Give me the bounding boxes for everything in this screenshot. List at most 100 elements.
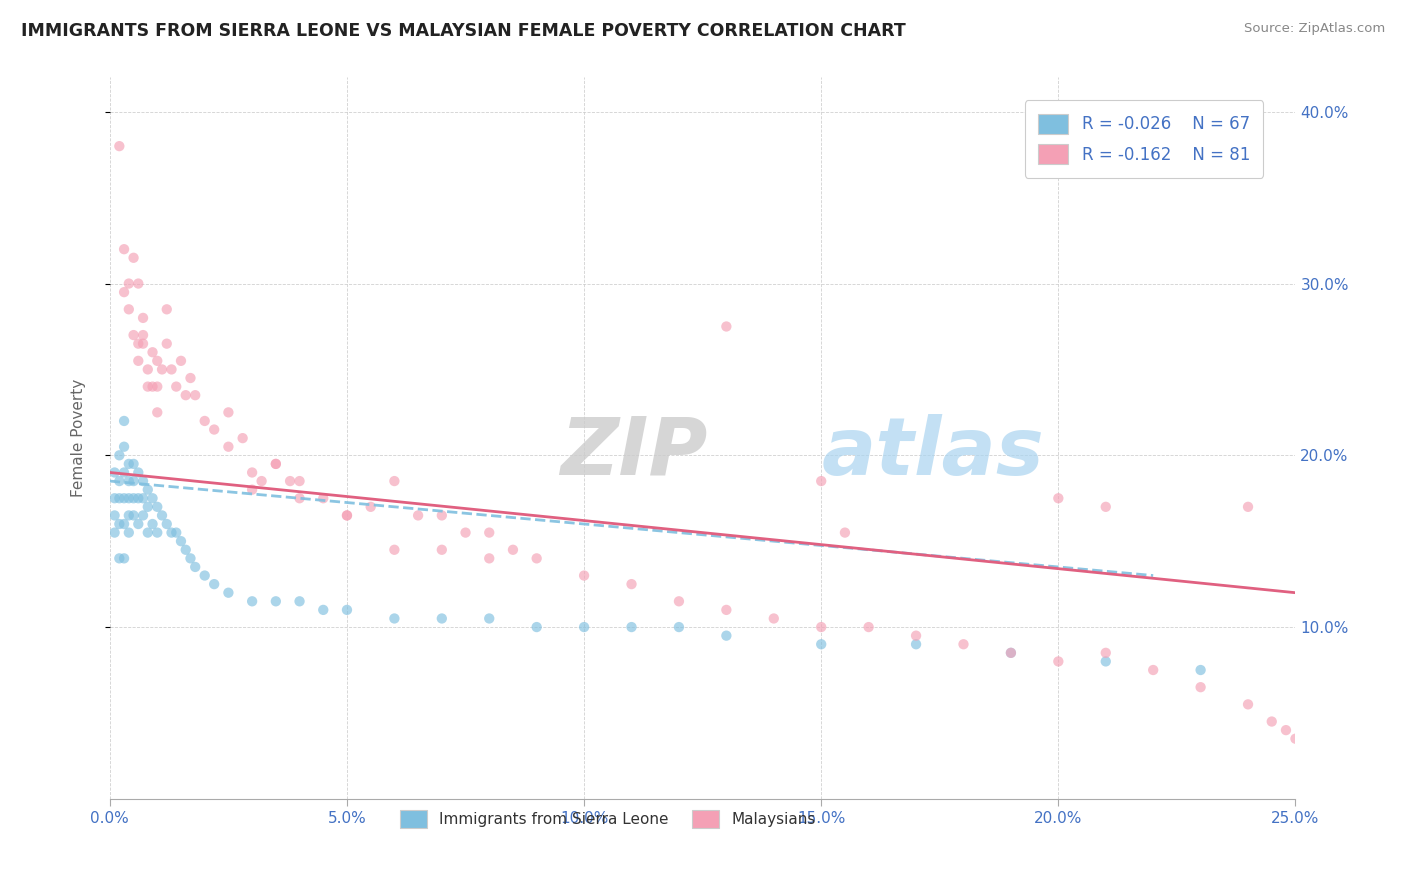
Point [716, 603, 738, 617]
Point [132, 310, 155, 325]
Point [156, 516, 179, 531]
Point [141, 379, 163, 393]
Point [118, 491, 141, 506]
Point [1094, 646, 1116, 660]
Point [146, 500, 169, 514]
Point [202, 423, 225, 437]
Point [454, 525, 477, 540]
Point [278, 474, 301, 488]
Point [834, 525, 856, 540]
Point [179, 371, 201, 385]
Point [810, 637, 832, 651]
Point [232, 431, 254, 445]
Point [150, 362, 173, 376]
Point [430, 611, 453, 625]
Point [118, 508, 141, 523]
Point [384, 611, 406, 625]
Point [1047, 491, 1070, 506]
Point [104, 508, 127, 523]
Point [108, 448, 131, 462]
Point [336, 508, 359, 523]
Point [127, 466, 149, 480]
Text: IMMIGRANTS FROM SIERRA LEONE VS MALAYSIAN FEMALE POVERTY CORRELATION CHART: IMMIGRANTS FROM SIERRA LEONE VS MALAYSIA… [21, 22, 905, 40]
Point [810, 474, 832, 488]
Point [112, 242, 135, 256]
Point [336, 603, 359, 617]
Point [122, 328, 145, 343]
Point [430, 542, 453, 557]
Point [118, 302, 141, 317]
Point [1189, 680, 1212, 694]
Point [112, 491, 135, 506]
Point [526, 551, 548, 566]
Point [127, 491, 149, 506]
Point [1189, 663, 1212, 677]
Point [1000, 646, 1022, 660]
Point [716, 319, 738, 334]
Point [478, 551, 501, 566]
Point [1000, 646, 1022, 660]
Point [502, 542, 524, 557]
Point [127, 277, 149, 291]
Point [136, 379, 159, 393]
Point [668, 594, 690, 608]
Point [136, 483, 159, 497]
Point [136, 525, 159, 540]
Point [762, 611, 785, 625]
Point [112, 516, 135, 531]
Point [217, 405, 239, 419]
Point [620, 620, 643, 634]
Point [194, 568, 217, 582]
Point [217, 440, 239, 454]
Text: Source: ZipAtlas.com: Source: ZipAtlas.com [1244, 22, 1385, 36]
Point [122, 474, 145, 488]
Point [165, 525, 187, 540]
Point [122, 508, 145, 523]
Point [406, 508, 429, 523]
Point [430, 508, 453, 523]
Point [184, 560, 207, 574]
Point [1047, 655, 1070, 669]
Point [716, 629, 738, 643]
Point [156, 302, 179, 317]
Point [118, 474, 141, 488]
Point [250, 474, 273, 488]
Point [104, 525, 127, 540]
Point [122, 491, 145, 506]
Point [146, 354, 169, 368]
Point [127, 516, 149, 531]
Point [104, 466, 127, 480]
Point [112, 551, 135, 566]
Point [132, 491, 155, 506]
Point [810, 620, 832, 634]
Point [112, 285, 135, 300]
Point [156, 336, 179, 351]
Point [170, 534, 193, 549]
Point [288, 491, 311, 506]
Point [572, 620, 595, 634]
Point [174, 542, 197, 557]
Point [1094, 500, 1116, 514]
Point [360, 500, 382, 514]
Point [240, 466, 263, 480]
Point [108, 516, 131, 531]
Point [620, 577, 643, 591]
Point [1275, 723, 1298, 738]
Text: ZIP: ZIP [561, 414, 707, 491]
Point [141, 345, 163, 359]
Point [118, 277, 141, 291]
Point [118, 525, 141, 540]
Point [217, 585, 239, 599]
Point [132, 336, 155, 351]
Point [336, 508, 359, 523]
Point [288, 474, 311, 488]
Point [240, 594, 263, 608]
Point [1237, 698, 1260, 712]
Point [312, 491, 335, 506]
Point [264, 457, 287, 471]
Point [905, 629, 928, 643]
Point [108, 551, 131, 566]
Point [136, 362, 159, 376]
Point [202, 577, 225, 591]
Y-axis label: Female Poverty: Female Poverty [72, 379, 86, 497]
